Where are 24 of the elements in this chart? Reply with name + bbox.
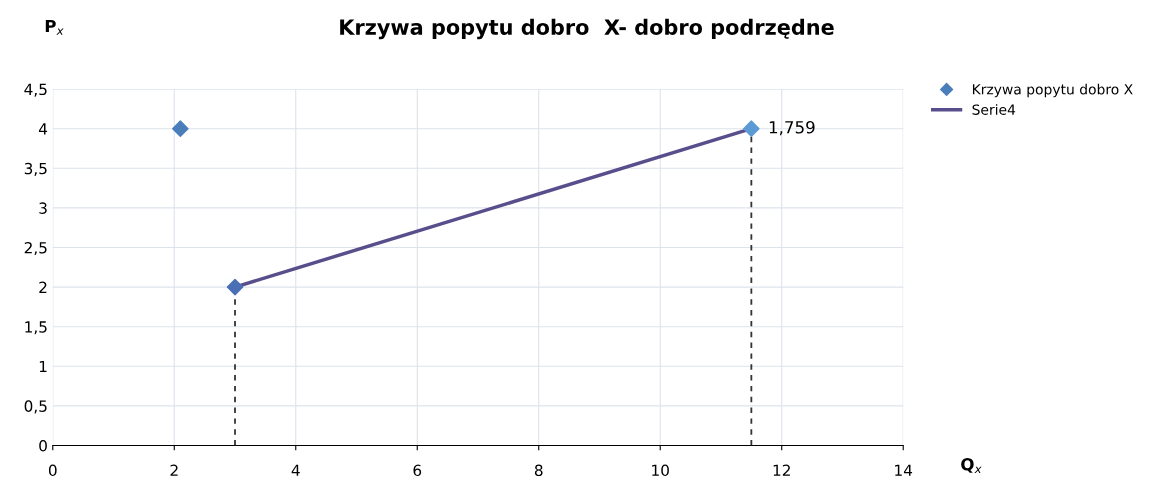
annotation: 1,759 [769, 120, 815, 136]
y-tick-label: 4,5 [24, 83, 47, 97]
x-tick-label: 12 [773, 464, 790, 476]
x-tick-label: 8 [534, 464, 543, 477]
y-tick-label: 0,5 [24, 400, 47, 414]
y-tick-label: 4 [38, 123, 48, 135]
y-tick-label: 3,5 [24, 162, 47, 176]
y-axis-title: P$_{x}$ [45, 19, 64, 35]
y-tick-label: 0 [39, 439, 47, 452]
x-tick-label: 10 [652, 464, 669, 477]
y-tick-label: 2 [39, 281, 47, 293]
chart-title: Krzywa popytu dobro X- dobro podrzędne [340, 18, 834, 40]
x-tick-label: 2 [170, 464, 178, 476]
x-tick-label: 0 [48, 464, 57, 477]
legend-label: Krzywa popytu dobro X [972, 83, 1133, 98]
x-tick-label: 14 [895, 464, 913, 476]
x-tick-label: 6 [413, 464, 422, 477]
y-tick-label: 2,5 [24, 241, 47, 256]
legend-label: Serie4 [972, 104, 1016, 115]
y-tick-label: 3 [39, 202, 47, 214]
x-tick-label: 4 [291, 464, 300, 476]
y-tick-label: 1 [39, 360, 47, 373]
y-tick-label: 1,5 [25, 321, 47, 335]
x-axis-title: Q$_{x}$ [961, 457, 982, 474]
